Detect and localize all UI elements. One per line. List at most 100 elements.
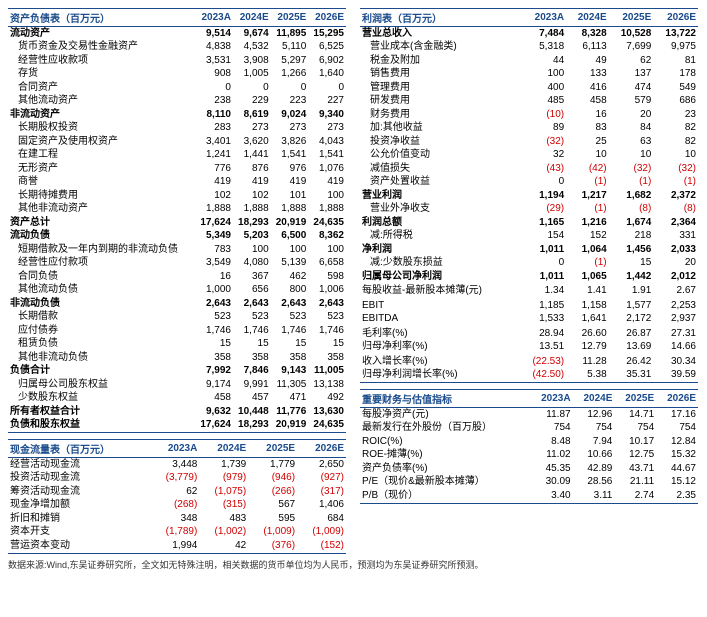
- cell-value: (1,789): [150, 526, 199, 540]
- cell-value: 457: [233, 392, 271, 406]
- cell-value: 32: [520, 149, 566, 163]
- cell-value: 9,991: [233, 378, 271, 392]
- cell-value: 2,364: [653, 216, 698, 230]
- row-label: 归属母公司净利润: [360, 270, 520, 284]
- cell-value: 331: [653, 230, 698, 244]
- row-label: P/B（现价）: [360, 489, 530, 503]
- cell-value: 10,448: [233, 405, 271, 419]
- table-row: 公允价值变动32101010: [360, 149, 698, 163]
- cell-value: 273: [233, 122, 271, 136]
- table-row: 短期借款及一年内到期的非流动负债783100100100: [8, 243, 346, 257]
- cell-value: 1,185: [520, 299, 566, 313]
- cell-value: 17,624: [195, 419, 233, 433]
- cell-value: (266): [248, 485, 297, 499]
- cell-value: 1,541: [308, 149, 346, 163]
- row-label: 流动资产: [8, 27, 195, 41]
- cell-value: 42.89: [573, 462, 615, 476]
- cell-value: 27.31: [653, 327, 698, 341]
- row-label: 存货: [8, 68, 195, 82]
- table-row: 归属母公司股东权益9,1749,99111,30513,138: [8, 378, 346, 392]
- cell-value: 12.79: [566, 341, 609, 355]
- cell-value: 30.34: [653, 355, 698, 369]
- col-header: 2025E: [271, 9, 309, 27]
- row-label: 流动负债: [8, 230, 195, 244]
- cell-value: 1,577: [609, 299, 654, 313]
- cell-value: 42: [199, 539, 248, 553]
- row-label: 短期借款及一年内到期的非流动负债: [8, 243, 195, 257]
- row-label: 利润总额: [360, 216, 520, 230]
- cell-value: 229: [233, 95, 271, 109]
- cell-value: 567: [248, 499, 297, 513]
- cell-value: 598: [308, 270, 346, 284]
- cell-value: 17,624: [195, 216, 233, 230]
- cell-value: 227: [308, 95, 346, 109]
- cell-value: 1,746: [233, 324, 271, 338]
- cell-value: 81: [653, 54, 698, 68]
- table-row: 负债合计7,9927,8469,14311,005: [8, 365, 346, 379]
- cell-value: 1.91: [609, 285, 654, 299]
- row-label: 其他非流动资产: [8, 203, 195, 217]
- row-label: 销售费用: [360, 68, 520, 82]
- cell-value: 656: [233, 284, 271, 298]
- cell-value: 4,532: [233, 41, 271, 55]
- cell-value: 9,174: [195, 378, 233, 392]
- table-row: 归母净利润增长率(%)(42.50)5.3835.3139.59: [360, 369, 698, 383]
- cell-value: 686: [653, 95, 698, 109]
- table-row: 固定资产及使用权资产3,4013,6203,8264,043: [8, 135, 346, 149]
- table-row: 营业成本(含金融类)5,3186,1137,6999,975: [360, 41, 698, 55]
- cell-value: 6,113: [566, 41, 609, 55]
- table-row: 存货9081,0051,2661,640: [8, 68, 346, 82]
- cell-value: 419: [195, 176, 233, 190]
- table-row: 净利润1,0111,0641,4562,033: [360, 243, 698, 257]
- row-label: 少数股东权益: [8, 392, 195, 406]
- cell-value: 89: [520, 122, 566, 136]
- cell-value: 458: [566, 95, 609, 109]
- cell-value: 15: [195, 338, 233, 352]
- cell-value: 2,643: [271, 297, 309, 311]
- cell-value: (1): [609, 176, 654, 190]
- cell-value: (317): [297, 485, 346, 499]
- cell-value: 9,143: [271, 365, 309, 379]
- cell-value: 62: [609, 54, 654, 68]
- row-label: 货币资金及交易性金融资产: [8, 41, 195, 55]
- cell-value: 15: [271, 338, 309, 352]
- col-header: 2023A: [530, 390, 572, 408]
- row-label: 商誉: [8, 176, 195, 190]
- cell-value: 3.40: [530, 489, 572, 503]
- cell-value: 24,635: [308, 419, 346, 433]
- cell-value: 523: [271, 311, 309, 325]
- cell-value: 1,456: [609, 243, 654, 257]
- cell-value: 5,139: [271, 257, 309, 271]
- cell-value: 1,442: [609, 270, 654, 284]
- cell-value: 273: [308, 122, 346, 136]
- cell-value: 5,203: [233, 230, 271, 244]
- table-row: EBIT1,1851,1581,5772,253: [360, 299, 698, 313]
- cell-value: (927): [297, 472, 346, 486]
- cell-value: (1): [566, 203, 609, 217]
- table-row: 所有者权益合计9,63210,44811,77613,630: [8, 405, 346, 419]
- col-header: 2024E: [573, 390, 615, 408]
- table-row: P/B（现价）3.403.112.742.35: [360, 489, 698, 503]
- table-row: 非流动负债2,6432,6432,6432,643: [8, 297, 346, 311]
- table-row: 财务费用(10)162023: [360, 108, 698, 122]
- cell-value: (22.53): [520, 355, 566, 369]
- table-row: 经营活动现金流3,4481,7391,7792,650: [8, 458, 346, 472]
- table-row: 商誉419419419419: [8, 176, 346, 190]
- cell-value: (152): [297, 539, 346, 553]
- table-row: 资产负债率(%)45.3542.8943.7144.67: [360, 462, 698, 476]
- table-row: 营运资本变动1,99442(376)(152): [8, 539, 346, 553]
- cell-value: 358: [271, 351, 309, 365]
- cell-value: 28.56: [573, 476, 615, 490]
- col-header: 2024E: [233, 9, 271, 27]
- cell-value: 8,110: [195, 108, 233, 122]
- cell-value: (1): [566, 176, 609, 190]
- row-label: 筹资活动现金流: [8, 485, 150, 499]
- cell-value: 7,992: [195, 365, 233, 379]
- cell-value: 776: [195, 162, 233, 176]
- cell-value: 1,888: [233, 203, 271, 217]
- row-label: 无形资产: [8, 162, 195, 176]
- table-row: 资本开支(1,789)(1,002)(1,009)(1,009): [8, 526, 346, 540]
- row-label: 减:少数股东损益: [360, 257, 520, 271]
- cell-value: 462: [271, 270, 309, 284]
- table-row: 收入增长率(%)(22.53)11.2826.4230.34: [360, 355, 698, 369]
